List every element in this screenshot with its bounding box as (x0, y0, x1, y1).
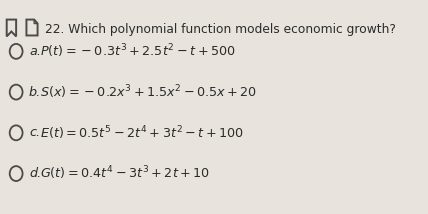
Text: $G(t)=0.4t^4-3t^3+2t+10$: $G(t)=0.4t^4-3t^3+2t+10$ (40, 165, 210, 182)
Text: $P(t)=-0.3t^3+2.5t^2-t+500$: $P(t)=-0.3t^3+2.5t^2-t+500$ (40, 43, 236, 60)
Text: a.: a. (29, 45, 41, 58)
Text: b.: b. (29, 86, 41, 99)
Text: 22. Which polynomial function models economic growth?: 22. Which polynomial function models eco… (45, 22, 396, 36)
Text: d.: d. (29, 167, 41, 180)
Text: $E(t)=0.5t^5-2t^4+3t^2-t+100$: $E(t)=0.5t^5-2t^4+3t^2-t+100$ (40, 124, 244, 142)
Text: $S(x)=-0.2x^3+1.5x^2-0.5x+20$: $S(x)=-0.2x^3+1.5x^2-0.5x+20$ (40, 83, 257, 101)
Text: c.: c. (29, 126, 40, 139)
